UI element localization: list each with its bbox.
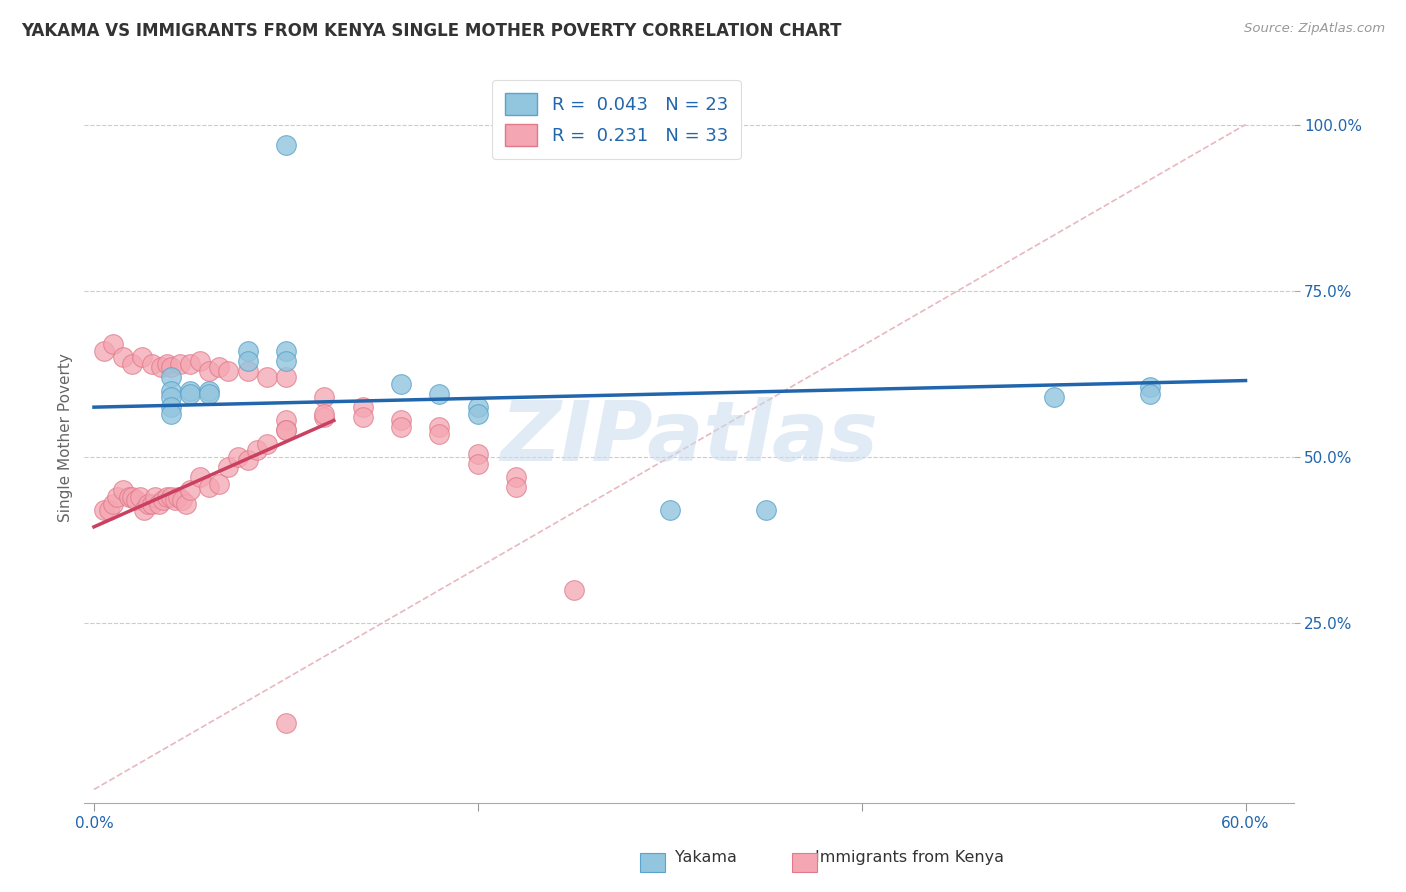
Point (658, 503, 681, 517)
Point (1042, 390, 1064, 404)
Point (217, 363, 239, 377)
Point (505, 470, 527, 484)
Point (141, 357, 163, 371)
Point (198, 387, 221, 401)
Point (101, 497, 124, 511)
Point (141, 497, 163, 511)
Point (274, 413, 297, 427)
Point (101, 337, 124, 351)
Point (150, 360, 173, 375)
Text: Source: ZipAtlas.com: Source: ZipAtlas.com (1244, 22, 1385, 36)
Point (159, 384, 181, 398)
Point (105, 490, 128, 504)
Point (274, 424, 297, 438)
Point (152, 493, 174, 508)
Text: YAKAMA VS IMMIGRANTS FROM KENYA SINGLE MOTHER POVERTY CORRELATION CHART: YAKAMA VS IMMIGRANTS FROM KENYA SINGLE M… (21, 22, 842, 40)
Point (236, 343, 259, 358)
Point (159, 407, 181, 421)
Point (179, 357, 201, 371)
Point (198, 480, 221, 494)
Point (136, 497, 159, 511)
Text: ZIPatlas: ZIPatlas (501, 397, 877, 477)
Legend: R =  0.043   N = 23, R =  0.231   N = 33: R = 0.043 N = 23, R = 0.231 N = 33 (492, 80, 741, 159)
Point (226, 450, 249, 464)
Point (467, 447, 489, 461)
Point (352, 400, 374, 414)
Point (121, 490, 143, 504)
Point (467, 400, 489, 414)
Point (274, 343, 297, 358)
Point (429, 387, 451, 401)
Point (156, 490, 179, 504)
Point (179, 387, 201, 401)
Point (93, 343, 115, 358)
Point (274, 370, 297, 384)
Point (274, 137, 297, 152)
Point (1139, 380, 1161, 394)
Point (131, 351, 153, 365)
Point (159, 360, 181, 375)
Point (352, 410, 374, 425)
Point (274, 424, 297, 438)
Text: Immigrants from Kenya: Immigrants from Kenya (815, 850, 1004, 865)
Point (429, 420, 451, 434)
Point (256, 436, 278, 450)
Point (246, 443, 269, 458)
Point (208, 476, 231, 491)
Point (156, 357, 179, 371)
Point (159, 370, 181, 384)
Text: Yakama: Yakama (675, 850, 737, 865)
Point (467, 407, 489, 421)
Point (111, 483, 134, 498)
Point (314, 410, 336, 425)
Point (169, 357, 191, 371)
Point (274, 716, 297, 731)
Point (145, 490, 167, 504)
Point (188, 470, 211, 484)
Point (121, 357, 143, 371)
Point (167, 490, 190, 504)
Point (93, 503, 115, 517)
Point (236, 453, 259, 467)
Point (111, 351, 134, 365)
Point (198, 384, 221, 398)
Point (1139, 387, 1161, 401)
Point (98, 503, 121, 517)
Point (236, 363, 259, 377)
Point (179, 483, 201, 498)
Point (159, 490, 181, 504)
Point (159, 400, 181, 414)
Point (314, 407, 336, 421)
Point (505, 480, 527, 494)
Point (117, 490, 139, 504)
Point (172, 493, 194, 508)
Point (174, 497, 197, 511)
Y-axis label: Single Mother Poverty: Single Mother Poverty (58, 352, 73, 522)
Point (562, 582, 585, 597)
Point (389, 376, 412, 391)
Point (389, 420, 412, 434)
Point (159, 390, 181, 404)
Point (179, 384, 201, 398)
Point (274, 353, 297, 368)
Point (163, 493, 186, 508)
Point (125, 493, 148, 508)
Point (148, 497, 170, 511)
Point (188, 353, 211, 368)
Point (467, 457, 489, 471)
Point (755, 503, 778, 517)
Point (429, 426, 451, 441)
Point (208, 360, 231, 375)
Point (217, 460, 239, 475)
Point (132, 503, 155, 517)
Point (389, 413, 412, 427)
Point (129, 490, 152, 504)
Point (314, 390, 336, 404)
Point (256, 370, 278, 384)
Point (236, 353, 259, 368)
Point (198, 363, 221, 377)
